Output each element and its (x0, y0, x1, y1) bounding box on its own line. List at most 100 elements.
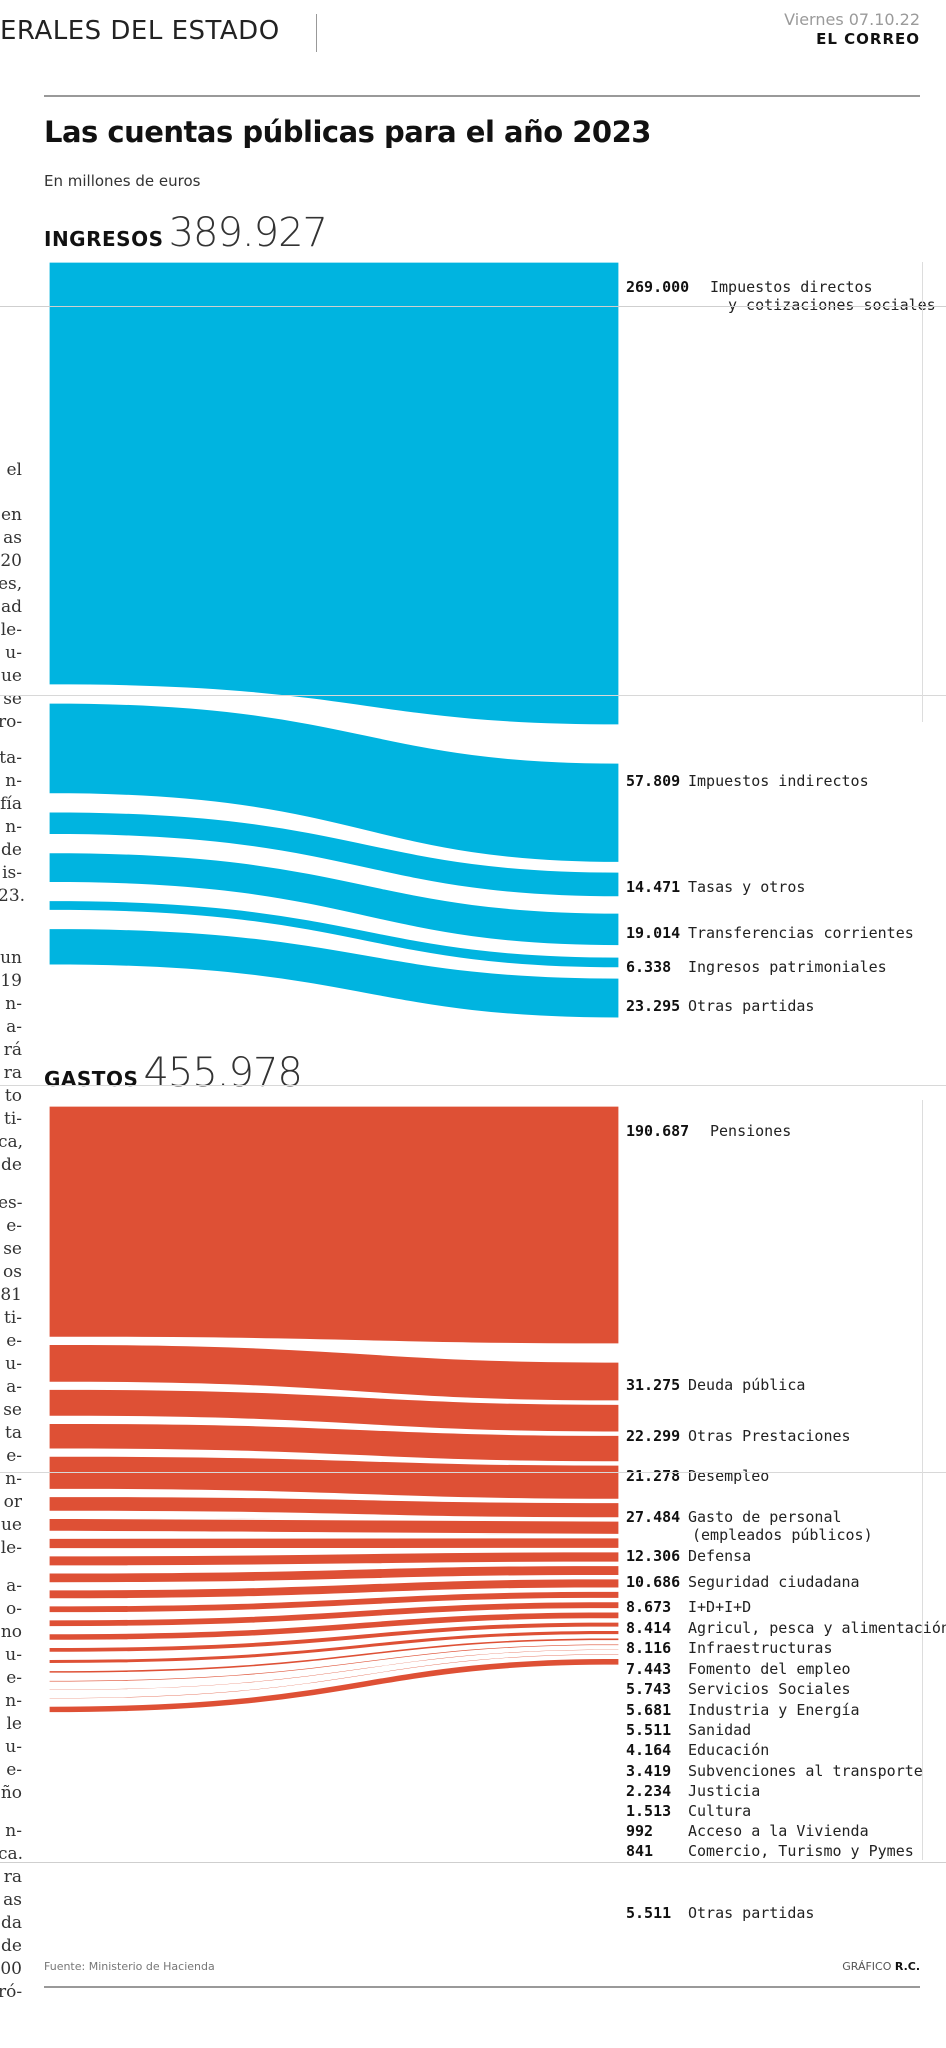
column-text-fragment: ti- (3, 1308, 22, 1328)
flow-category-label: Agricul, pesca y alimentación (688, 1619, 946, 1637)
flow-category-label: Otras partidas (688, 1904, 814, 1922)
flow-band-gastos-8 (48, 1551, 620, 1567)
flow-value-label: 2.234 (626, 1782, 671, 1800)
flow-category-label: Infraestructuras (688, 1639, 833, 1657)
fold-line (0, 695, 946, 696)
newspaper-name: EL CORREO (816, 30, 920, 48)
column-text-fragment: e- (6, 1668, 22, 1688)
column-text-fragment: fía (0, 794, 22, 814)
flow-value-label: 7.443 (626, 1660, 671, 1678)
flow-band-gastos-2 (48, 1388, 620, 1433)
flow-value-label: 992 (626, 1822, 653, 1840)
column-text-fragment: n- (5, 771, 22, 791)
ingresos-flows (48, 261, 620, 1019)
column-text-fragment: de (1, 1155, 22, 1175)
column-text-fragment: is- (2, 863, 22, 883)
column-text-fragment: ca. (0, 1844, 24, 1864)
column-text-fragment: un (0, 948, 22, 968)
flow-band-gastos-14 (48, 1621, 620, 1654)
fold-line (0, 1472, 946, 1473)
flow-category-label: Servicios Sociales (688, 1680, 851, 1698)
flow-value-label: 5.511 (626, 1904, 671, 1922)
flow-band-gastos-18 (48, 1648, 620, 1692)
column-text-fragment: ca, (0, 1132, 24, 1152)
flow-band-ingresos-3 (48, 851, 620, 947)
right-edge-mark (922, 262, 923, 722)
column-text-fragment: le- (0, 1538, 22, 1558)
flow-band-gastos-9 (48, 1564, 620, 1584)
column-text-fragment: 20 (0, 551, 22, 571)
flow-value-label: 27.484 (626, 1508, 680, 1526)
flow-value-label: 21.278 (626, 1467, 680, 1485)
flow-category-label: Justicia (688, 1782, 760, 1800)
flow-category-label: Educación (688, 1741, 769, 1759)
flow-category-label: Desempleo (688, 1467, 769, 1485)
column-text-fragment: e- (6, 1216, 22, 1236)
column-text-fragment: ño (0, 1783, 22, 1803)
flow-band-gastos-20 (48, 1657, 620, 1714)
column-text-fragment: le (6, 1714, 23, 1734)
column-text-fragment: e- (6, 1331, 22, 1351)
column-text-fragment: a- (6, 1377, 22, 1397)
flow-band-gastos-17 (48, 1643, 620, 1683)
column-text-fragment: os (3, 1262, 22, 1282)
column-text-fragment: ue (0, 666, 22, 686)
top-rule (44, 95, 920, 97)
column-text-fragment: ta- (0, 748, 22, 768)
ingresos-label: INGRESOS (44, 227, 164, 251)
flow-value-label: 57.809 (626, 772, 680, 790)
flow-category-label: Subvenciones al transporte (688, 1762, 923, 1780)
flow-value-label: 12.306 (626, 1547, 680, 1565)
flow-band-gastos-11 (48, 1590, 620, 1614)
column-text-fragment: u- (5, 643, 22, 663)
credit-prefix: GRÁFICO (842, 1960, 892, 1973)
header-divider (316, 14, 317, 52)
column-text-fragment: or (3, 1492, 22, 1512)
column-text-fragment: se (3, 1400, 22, 1420)
flow-band-gastos-15 (48, 1629, 620, 1665)
flow-category-label: Ingresos patrimoniales (688, 958, 887, 976)
flow-category-label: Cultura (688, 1802, 751, 1820)
right-edge-mark (922, 1100, 923, 1860)
column-text-fragment: de (1, 840, 22, 860)
flow-band-ingresos-4 (48, 899, 620, 969)
column-text-fragment: ró- (0, 1982, 23, 2002)
column-text-fragment: ad (0, 597, 22, 617)
flow-category-label: Industria y Energía (688, 1701, 860, 1719)
flow-band-ingresos-2 (48, 811, 620, 898)
flow-category-label: Sanidad (688, 1721, 751, 1739)
flow-band-gastos-1 (48, 1343, 620, 1402)
column-text-fragment: ti- (3, 1109, 22, 1129)
unit-note: En millones de euros (44, 172, 201, 190)
column-text-fragment: ra (3, 1867, 22, 1887)
gastos-label: GASTOS (44, 1067, 139, 1091)
flow-category-label: Transferencias corrientes (688, 924, 914, 942)
flow-value-label: 14.471 (626, 878, 680, 896)
flow-category-label: Impuestos directos (710, 278, 873, 296)
flow-category-label: Deuda pública (688, 1376, 805, 1394)
flow-band-gastos-6 (48, 1517, 620, 1536)
column-text-fragment: a- (6, 1017, 22, 1037)
flow-category-label: Otras partidas (688, 997, 814, 1015)
column-text-fragment: 19 (0, 971, 22, 991)
flow-band-gastos-10 (48, 1578, 620, 1600)
column-text-fragment: u- (5, 1645, 22, 1665)
flow-band-gastos-0 (48, 1105, 620, 1345)
flow-band-gastos-12 (48, 1600, 620, 1628)
flow-band-gastos-16 (48, 1637, 620, 1674)
flow-band-gastos-13 (48, 1611, 620, 1641)
flow-value-label: 3.419 (626, 1762, 671, 1780)
column-text-fragment: to (4, 1086, 22, 1106)
flow-category-label: Gasto de personal (688, 1508, 842, 1526)
gastos-total: 455.978 (143, 1050, 302, 1096)
flow-value-label: 841 (626, 1842, 653, 1860)
column-text-fragment: e- (6, 1760, 22, 1780)
column-text-fragment: ro- (0, 712, 23, 732)
source-note: Fuente: Ministerio de Hacienda (44, 1960, 215, 1973)
column-text-fragment: o- (6, 1599, 22, 1619)
column-text-fragment: es- (0, 1193, 23, 1213)
flow-category-label: Fomento del empleo (688, 1660, 851, 1678)
